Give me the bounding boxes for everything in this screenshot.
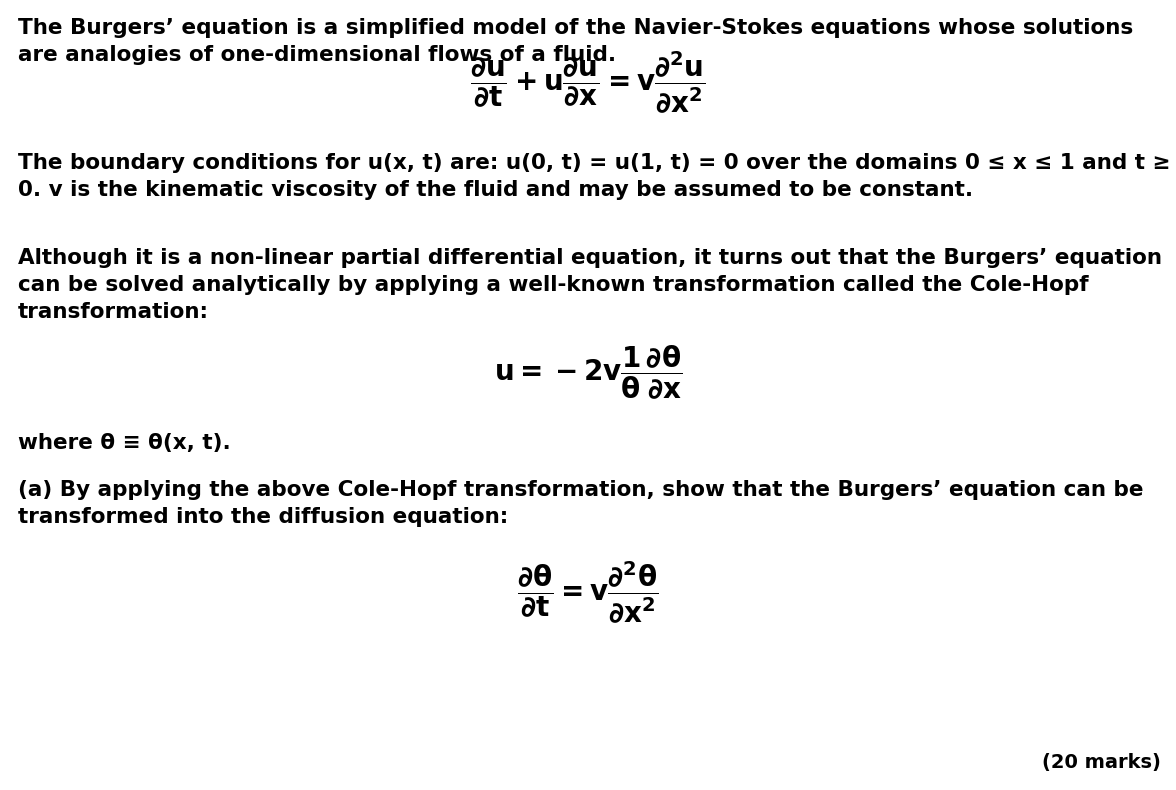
Text: (20 marks): (20 marks): [1042, 753, 1161, 772]
Text: Although it is a non-linear partial differential equation, it turns out that the: Although it is a non-linear partial diff…: [18, 248, 1162, 322]
Text: where θ ≡ θ(x, t).: where θ ≡ θ(x, t).: [18, 433, 230, 453]
Text: (a) By applying the above Cole-Hopf transformation, show that the Burgers’ equat: (a) By applying the above Cole-Hopf tran…: [18, 480, 1143, 527]
Text: $\mathbf{\dfrac{\partial u}{\partial t} + u\dfrac{\partial u}{\partial x} = v\df: $\mathbf{\dfrac{\partial u}{\partial t} …: [470, 50, 706, 116]
Text: The Burgers’ equation is a simplified model of the Navier-Stokes equations whose: The Burgers’ equation is a simplified mo…: [18, 18, 1134, 66]
Text: $\mathbf{u = -2v\dfrac{1\,\partial\theta}{\theta\;\partial x}}$: $\mathbf{u = -2v\dfrac{1\,\partial\theta…: [494, 344, 682, 402]
Text: $\mathbf{\dfrac{\partial\theta}{\partial t} = v\dfrac{\partial^2\theta}{\partial: $\mathbf{\dfrac{\partial\theta}{\partial…: [517, 560, 659, 626]
Text: The boundary conditions for u(x, t) are: u(0, t) = u(1, t) = 0 over the domains : The boundary conditions for u(x, t) are:…: [18, 153, 1170, 200]
